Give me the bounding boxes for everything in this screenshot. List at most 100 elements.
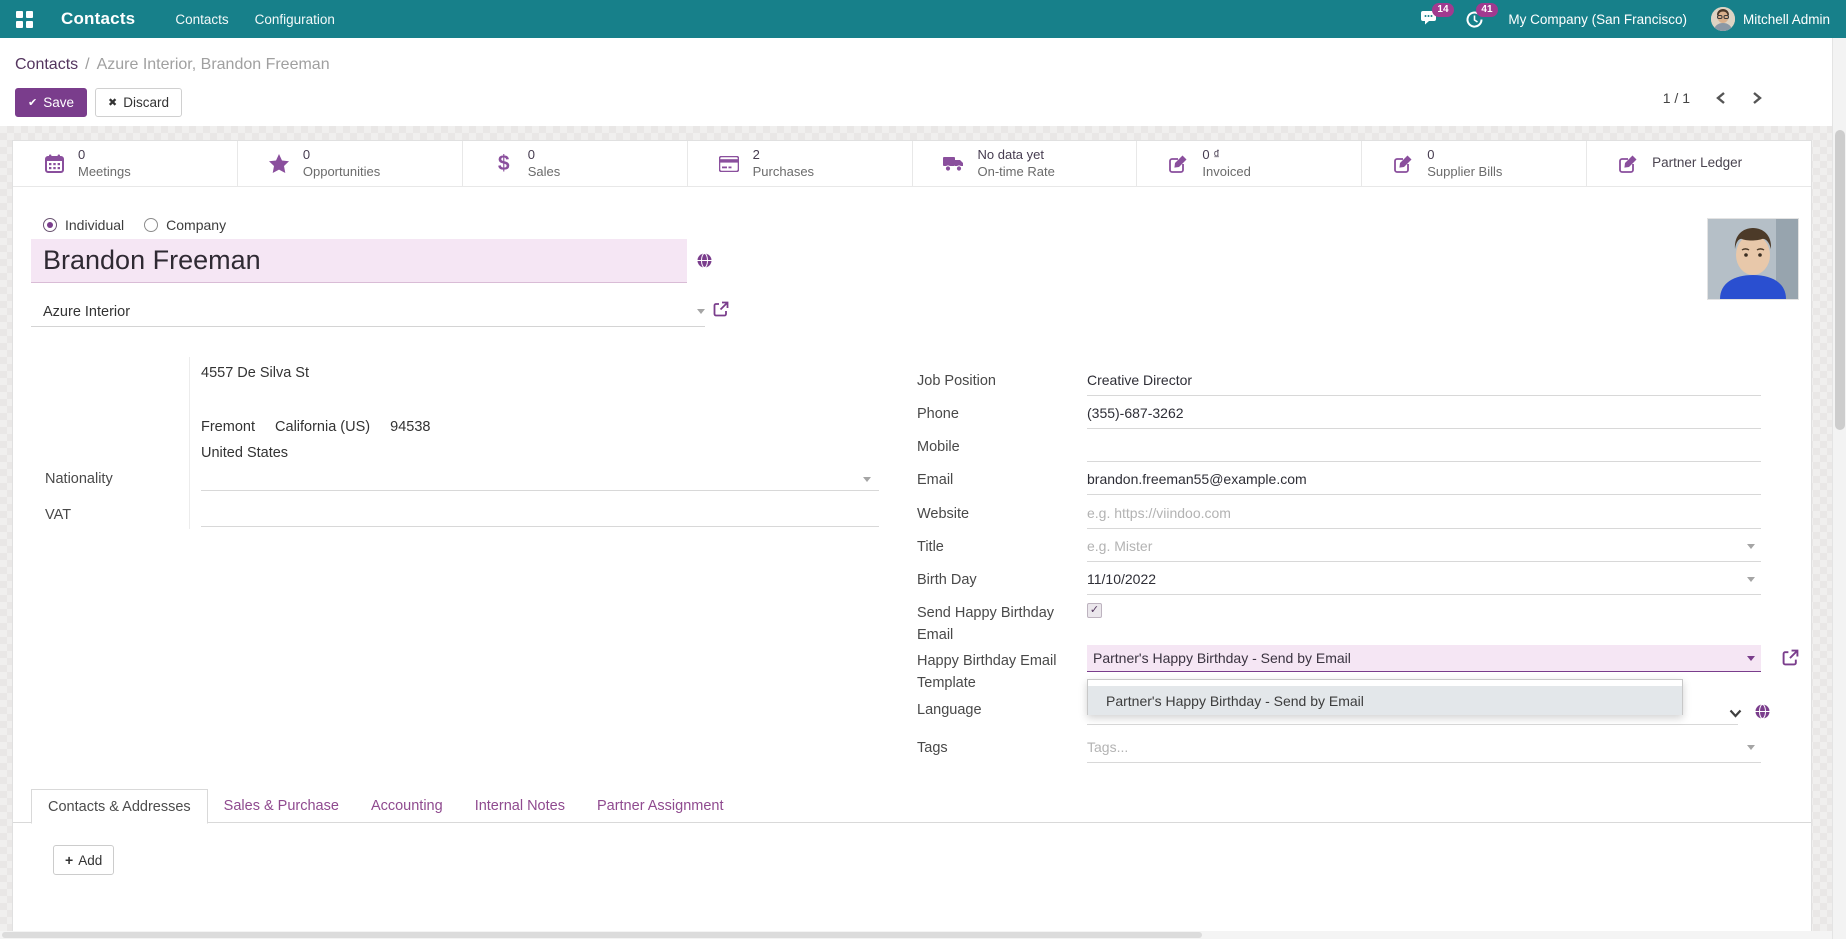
- stat-value: 0: [1427, 147, 1435, 163]
- job-position-label: Job Position: [917, 373, 996, 389]
- breadcrumb-separator: /: [85, 56, 90, 73]
- language-field[interactable]: [1087, 700, 1738, 725]
- menu-configuration[interactable]: Configuration: [254, 11, 335, 27]
- pager-previous-button[interactable]: [1716, 91, 1726, 105]
- stat-button-invoiced[interactable]: 0 ₫ Invoiced: [1137, 141, 1363, 186]
- user-name: Mitchell Admin: [1742, 11, 1830, 27]
- contact-photo[interactable]: [1707, 218, 1799, 300]
- tab-sales-purchase[interactable]: Sales & Purchase: [223, 798, 339, 814]
- translate-globe-icon[interactable]: [1755, 704, 1770, 723]
- vat-field[interactable]: [201, 503, 879, 527]
- email-label: Email: [917, 472, 954, 488]
- caret-down-icon: [1747, 543, 1755, 549]
- app-name[interactable]: Contacts: [61, 9, 136, 28]
- birthday-field[interactable]: 11/10/2022: [1087, 564, 1761, 595]
- birthday-template-field[interactable]: Partner's Happy Birthday - Send by Email: [1087, 645, 1761, 672]
- radio-individual[interactable]: Individual: [43, 217, 124, 233]
- stat-button-ontime-rate[interactable]: No data yet On-time Rate: [912, 141, 1138, 186]
- tab-contacts-addresses[interactable]: Contacts & Addresses: [31, 789, 208, 824]
- city-input[interactable]: Fremont: [201, 419, 255, 435]
- activities-button[interactable]: 41: [1465, 2, 1498, 29]
- caret-down-icon: [863, 477, 871, 482]
- stat-label: Supplier Bills: [1427, 163, 1503, 179]
- stat-value: 2: [752, 147, 760, 163]
- stat-button-supplier-bills[interactable]: 0 Supplier Bills: [1362, 141, 1588, 186]
- menu-contacts[interactable]: Contacts: [175, 11, 229, 27]
- website-field[interactable]: e.g. https://viindoo.com: [1087, 498, 1761, 529]
- horizontal-scrollbar-thumb[interactable]: [2, 932, 1202, 938]
- tab-internal-notes[interactable]: Internal Notes: [474, 798, 565, 814]
- user-avatar: [1710, 7, 1735, 31]
- stat-value: 0: [78, 147, 86, 163]
- caret-down-icon: [1747, 744, 1755, 750]
- stat-button-sales[interactable]: $ 0 Sales: [462, 141, 688, 186]
- stat-value: 0: [302, 147, 311, 163]
- email-field[interactable]: brandon.freeman55@example.com: [1087, 464, 1761, 495]
- topbar: Contacts Contacts Configuration 14 41 My…: [0, 0, 1846, 38]
- save-button[interactable]: ✔ Save: [15, 88, 87, 117]
- send-birthday-email-checkbox[interactable]: ✓: [1087, 603, 1102, 618]
- check-icon: ✔: [28, 97, 38, 109]
- dollar-icon: $: [497, 151, 510, 175]
- stat-button-opportunities[interactable]: 0 Opportunities: [237, 141, 463, 186]
- chevron-down-icon[interactable]: [1729, 706, 1742, 722]
- stat-value: 0 ₫: [1202, 147, 1220, 163]
- zip-input[interactable]: 94538: [390, 419, 431, 435]
- parent-company-field[interactable]: Azure Interior: [31, 297, 705, 327]
- company-type-selector: Individual Company: [43, 217, 226, 233]
- tab-partner-assignment[interactable]: Partner Assignment: [596, 798, 724, 814]
- job-position-field[interactable]: Creative Director: [1087, 365, 1761, 396]
- stat-button-purchases[interactable]: 2 Purchases: [687, 141, 913, 186]
- discard-button[interactable]: ✖ Discard: [95, 88, 182, 117]
- star-icon: [268, 154, 290, 173]
- pager-value: 1 / 1: [1662, 90, 1690, 106]
- pager: 1 / 1: [1663, 90, 1762, 106]
- breadcrumb-current: Azure Interior, Brandon Freeman: [96, 56, 330, 73]
- messages-button[interactable]: 14: [1421, 3, 1454, 28]
- nationality-label: Nationality: [45, 471, 113, 487]
- add-contact-button[interactable]: + Add: [53, 845, 115, 875]
- phone-field[interactable]: (355)-687-3262: [1087, 398, 1761, 429]
- tags-field[interactable]: Tags...: [1087, 732, 1761, 763]
- vertical-scrollbar-thumb[interactable]: [1835, 130, 1845, 430]
- country-input[interactable]: United States: [201, 445, 289, 461]
- edit-icon: [1617, 154, 1639, 173]
- stat-label: Meetings: [78, 163, 131, 179]
- contact-name-input[interactable]: Brandon Freeman: [31, 239, 687, 283]
- apps-menu-icon[interactable]: [16, 10, 33, 28]
- details-group: Job Position Creative Director Phone (35…: [905, 357, 1799, 787]
- form-sheet: 0 Meetings 0 Opportunities $ 0 Sales: [12, 140, 1812, 932]
- title-label: Title: [917, 539, 944, 555]
- external-link-icon[interactable]: [713, 301, 729, 322]
- plus-icon: +: [65, 852, 74, 868]
- stat-label: Partner Ledger: [1652, 155, 1743, 171]
- user-menu[interactable]: Mitchell Admin: [1710, 7, 1830, 31]
- radio-company[interactable]: Company: [144, 217, 226, 233]
- external-link-icon[interactable]: [1782, 649, 1799, 670]
- stat-button-partner-ledger[interactable]: Partner Ledger: [1587, 141, 1811, 186]
- calendar-icon: [43, 154, 65, 173]
- street-input[interactable]: 4557 De Silva St: [201, 365, 310, 381]
- breadcrumb-contacts-link[interactable]: Contacts: [15, 56, 79, 73]
- tab-accounting[interactable]: Accounting: [370, 798, 443, 814]
- mobile-field[interactable]: [1087, 431, 1761, 462]
- edit-icon: [1392, 154, 1414, 173]
- pager-next-button[interactable]: [1752, 91, 1762, 105]
- stat-value: No data yet: [977, 147, 1045, 163]
- activities-badge: 41: [1476, 2, 1498, 17]
- translate-globe-icon[interactable]: [697, 253, 712, 273]
- company-switcher[interactable]: My Company (San Francisco): [1508, 11, 1687, 27]
- stat-value: 0: [527, 147, 535, 163]
- title-field[interactable]: e.g. Mister: [1087, 531, 1761, 562]
- nationality-field[interactable]: [201, 467, 879, 491]
- breadcrumb: Contacts / Azure Interior, Brandon Freeman: [15, 56, 330, 74]
- phone-label: Phone: [917, 406, 959, 422]
- caret-down-icon: [1747, 576, 1755, 582]
- city-state-zip-row: Fremont California (US) 94538: [201, 419, 446, 435]
- vertical-scrollbar[interactable]: [1832, 38, 1846, 939]
- birthday-template-label: Happy Birthday Email Template: [917, 653, 1057, 691]
- state-input[interactable]: California (US): [275, 419, 371, 435]
- stat-button-meetings[interactable]: 0 Meetings: [13, 141, 238, 186]
- dropdown-option[interactable]: Partner's Happy Birthday - Send by Email: [1088, 686, 1682, 715]
- horizontal-scrollbar[interactable]: [0, 931, 1832, 939]
